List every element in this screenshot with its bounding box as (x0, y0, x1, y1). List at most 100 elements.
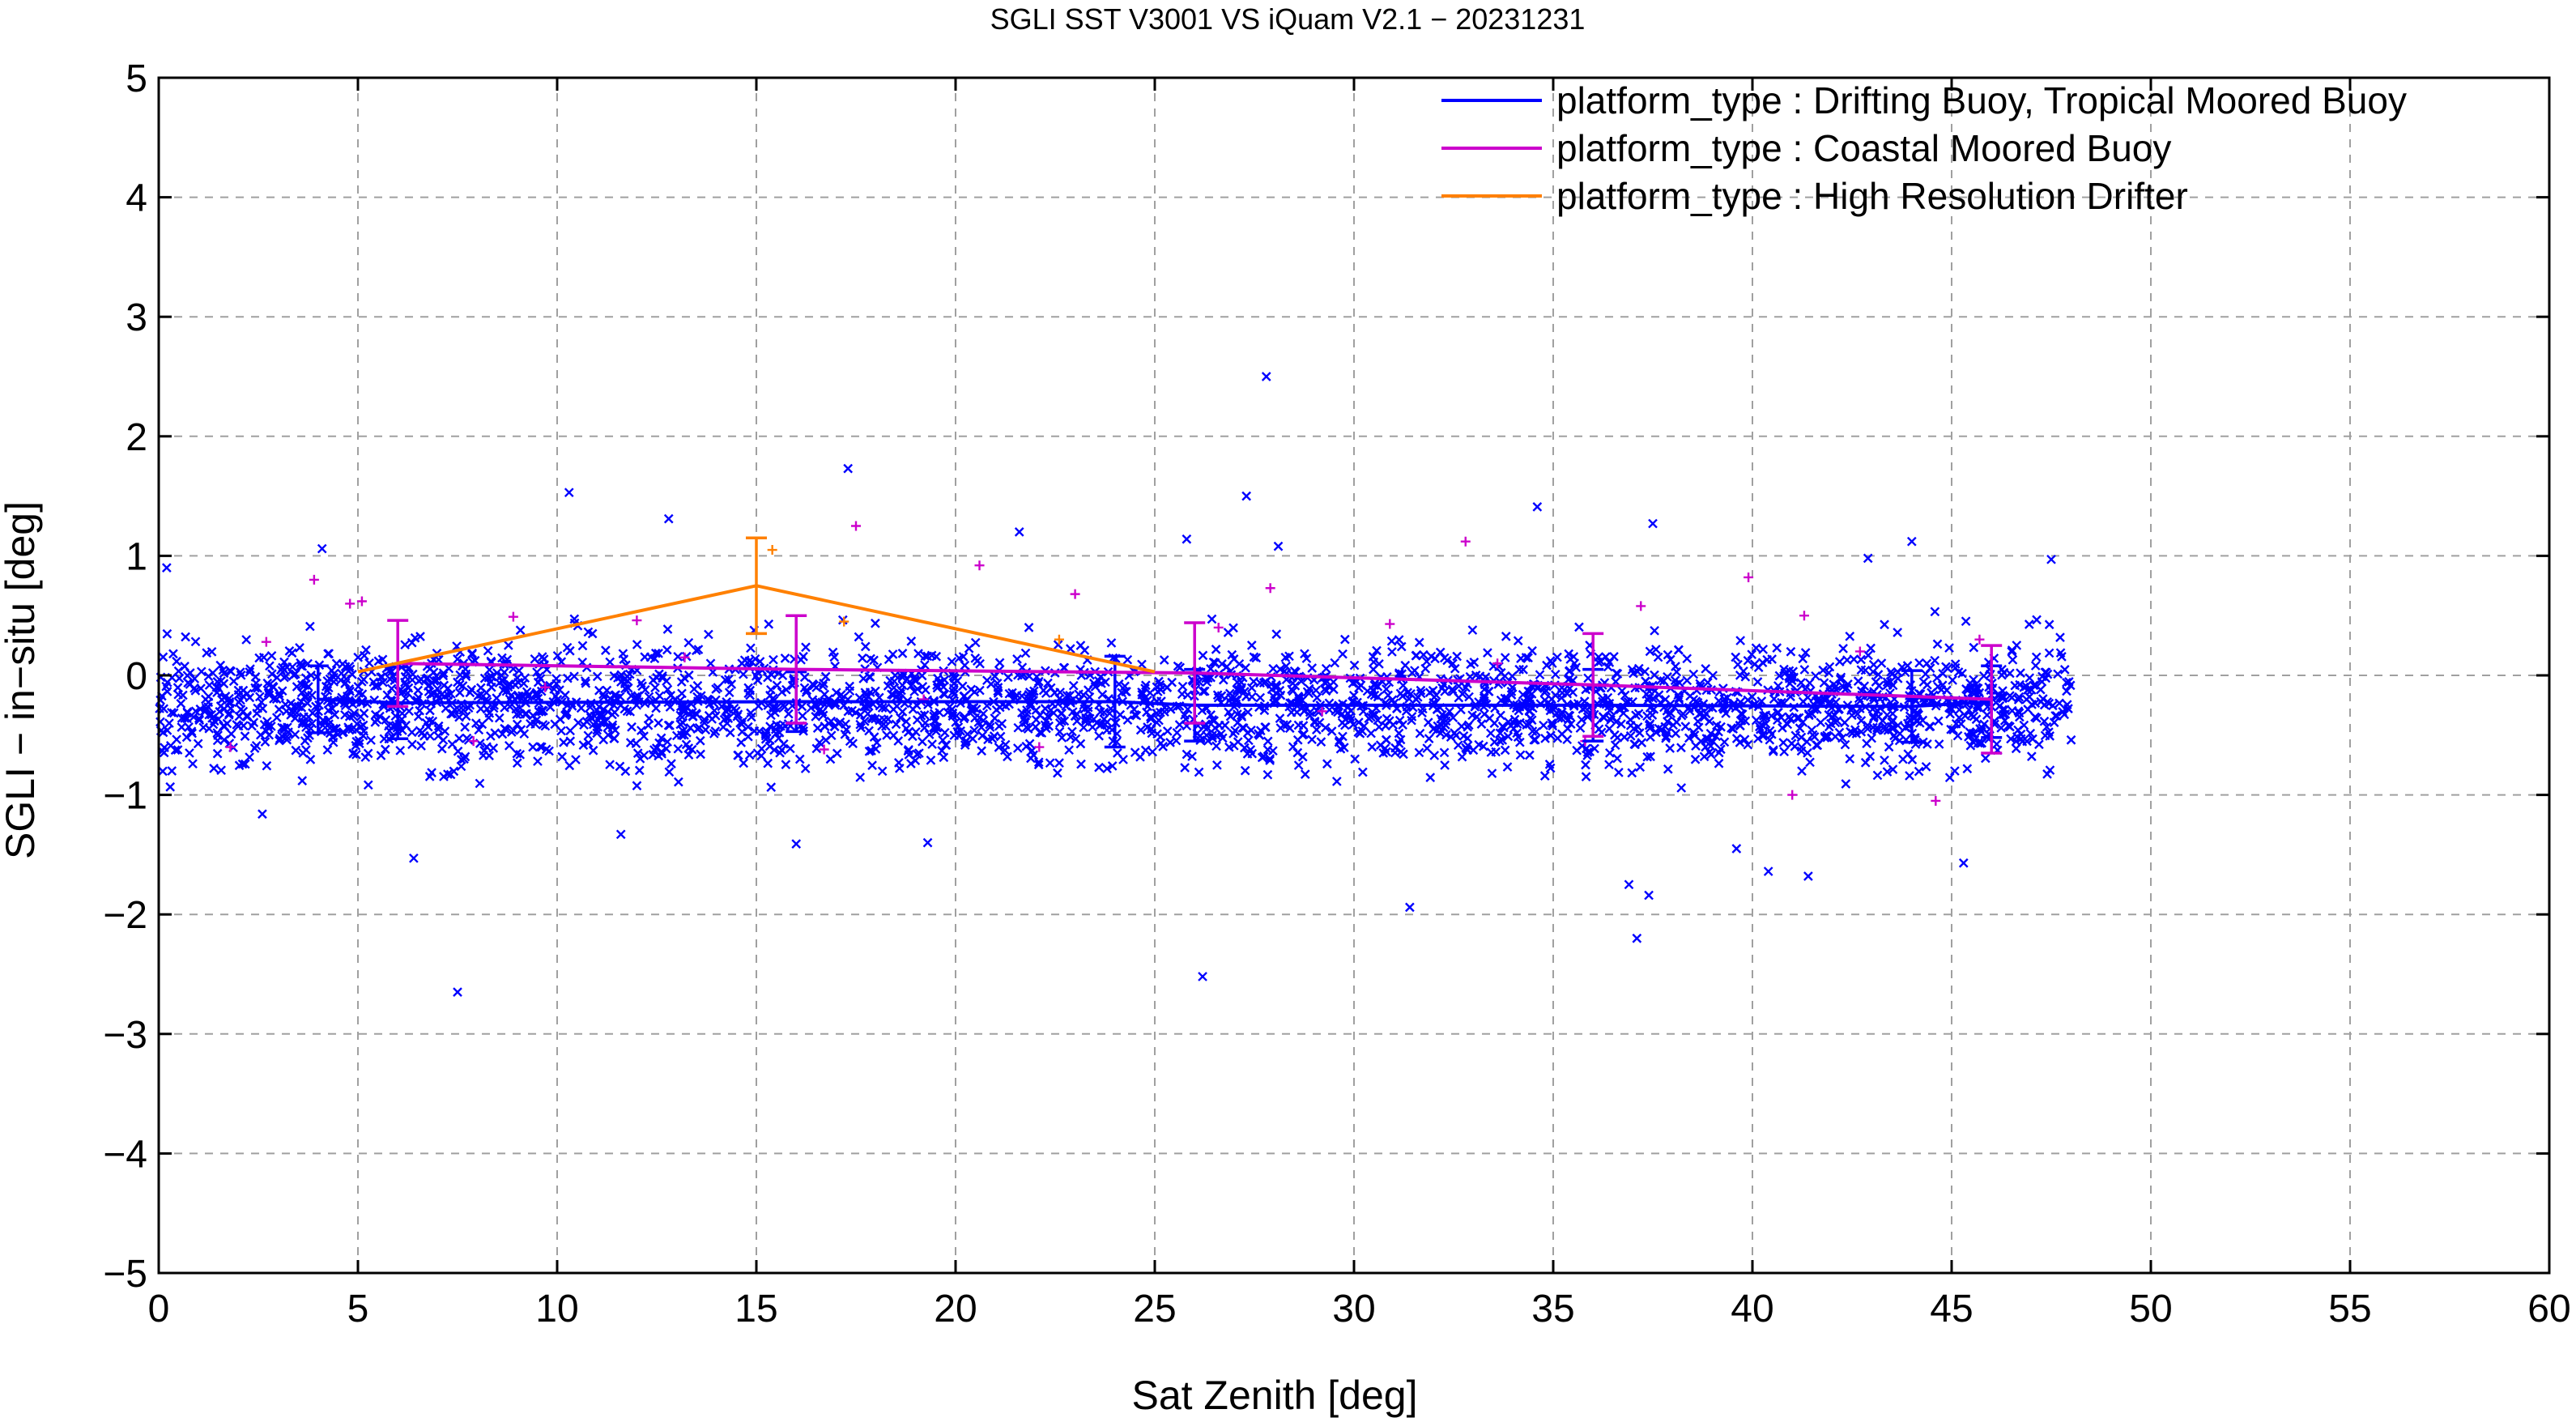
series-1-point (1968, 728, 1978, 739)
series-1-point (2062, 686, 2071, 696)
series-1-point (532, 667, 542, 677)
series-1-point (509, 725, 518, 735)
series-1-point (1776, 713, 1786, 722)
series-1-point (922, 651, 933, 662)
series-1-point (1663, 709, 1674, 720)
series-1-point (1441, 712, 1452, 722)
series-1-point (1045, 758, 1055, 768)
series-1-point (673, 743, 683, 754)
series-1-point (184, 722, 194, 732)
series-1-point (385, 726, 394, 736)
series-1-point (327, 732, 338, 742)
series-1-point (366, 735, 376, 745)
series-1-point (295, 643, 304, 653)
series-1-point (1795, 723, 1805, 734)
series-1-point (432, 675, 441, 686)
series-1-point (1674, 645, 1684, 655)
series-1-point (263, 720, 274, 730)
series-1-point (186, 726, 197, 737)
series-1-point (1682, 654, 1692, 664)
series-1-point (689, 683, 700, 694)
series-1-point (1399, 749, 1408, 760)
series-1-point (2032, 713, 2042, 723)
series-1-point (1115, 709, 1126, 720)
series-1-point (798, 651, 808, 662)
series-1-point (1182, 749, 1192, 760)
series-1-point (1340, 714, 1351, 725)
series-1-point (233, 685, 244, 696)
series-1-point (1431, 690, 1441, 700)
series-1-point (1978, 723, 1987, 733)
series-1-point (1676, 743, 1686, 753)
series-1-point (1268, 746, 1278, 756)
series-1-point (258, 704, 268, 713)
series-1-point (1527, 645, 1537, 656)
series-1-point (1614, 768, 1624, 777)
series-1-point (947, 657, 957, 666)
series-1-point (219, 692, 229, 703)
series-1-point (1258, 678, 1269, 688)
series-1-point (1739, 734, 1750, 745)
series-1-point (906, 680, 916, 691)
series-1-point (1530, 734, 1540, 745)
series-1-point (531, 688, 542, 698)
series-1-point (700, 725, 711, 735)
series-1-point (746, 708, 756, 718)
series-2-point (1854, 646, 1865, 657)
series-1-point (1312, 692, 1322, 703)
series-1-point (1809, 732, 1820, 742)
series-1-point (1147, 747, 1158, 757)
series-1-point (1633, 722, 1643, 732)
series-1-point (1228, 654, 1239, 664)
x-tick-label: 45 (1930, 1288, 1973, 1330)
series-1-point (1480, 709, 1489, 719)
series-1-point (885, 675, 896, 686)
series-1-point (1565, 719, 1576, 729)
series-1-point (583, 730, 594, 741)
series-1-point (1610, 730, 1620, 740)
series-1-point (1699, 712, 1710, 722)
series-1-point (158, 766, 168, 777)
series-1-point (1680, 722, 1691, 731)
series-1-point (199, 706, 210, 717)
series-1-point (625, 706, 636, 717)
series-1-point (168, 708, 179, 718)
series-1-point (1397, 669, 1407, 679)
series-1-point (1255, 692, 1266, 703)
series-1-point (1799, 665, 1810, 675)
series-1-point (581, 678, 591, 688)
series-1-point (871, 713, 880, 724)
series-1-point (578, 740, 589, 750)
series-1-point (1671, 728, 1681, 739)
series-1-point (1106, 638, 1117, 648)
series-1-point (1302, 687, 1313, 697)
series-1-point (400, 640, 410, 650)
series-1-point (1118, 755, 1128, 764)
series-1-point (865, 672, 875, 682)
series-1-point (1950, 766, 1960, 776)
y-tick-label: 2 (126, 416, 147, 459)
series-1-point (1888, 764, 1898, 774)
series-1-point (193, 739, 203, 749)
series-1-point (906, 759, 916, 768)
series-1-point (864, 726, 874, 736)
series-1-point (1907, 755, 1918, 764)
series-1-point (345, 664, 356, 675)
series-1-point (1982, 710, 1992, 720)
series-1-point (373, 680, 382, 691)
series-1-point (1297, 751, 1308, 762)
series-1-point (1324, 682, 1334, 692)
series-1-point (640, 684, 650, 695)
series-1-point (1140, 683, 1150, 693)
series-1-point (564, 487, 574, 498)
series-1-point (914, 748, 924, 758)
series-1-point (1958, 858, 1969, 868)
series-1-point (1079, 645, 1090, 655)
series-1-point (711, 684, 721, 694)
series-1-point (1262, 736, 1273, 747)
series-1-point (1774, 671, 1785, 681)
series-1-point (1577, 714, 1586, 725)
series-1-point (859, 716, 870, 726)
series-1-point (683, 637, 694, 648)
series-1-point (2019, 720, 2029, 730)
